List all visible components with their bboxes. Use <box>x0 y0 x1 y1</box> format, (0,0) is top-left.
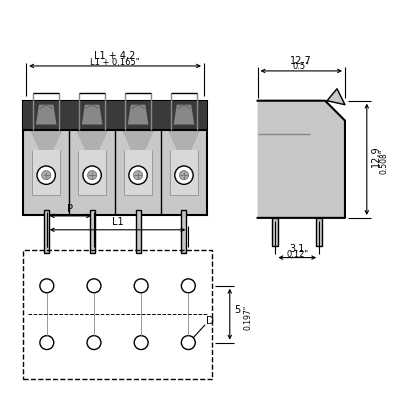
Text: 12,9: 12,9 <box>371 146 381 167</box>
Circle shape <box>88 170 97 180</box>
Text: D: D <box>206 316 214 326</box>
Bar <box>23 101 207 130</box>
Bar <box>181 210 186 253</box>
Polygon shape <box>327 89 345 105</box>
Text: 3,1: 3,1 <box>290 244 305 254</box>
Circle shape <box>129 166 147 184</box>
Circle shape <box>40 336 54 350</box>
Circle shape <box>134 170 143 180</box>
Polygon shape <box>128 105 149 124</box>
Bar <box>90 210 95 253</box>
Circle shape <box>181 279 195 293</box>
Bar <box>23 250 212 379</box>
Circle shape <box>83 166 101 184</box>
Polygon shape <box>78 150 106 195</box>
Text: P: P <box>68 204 73 214</box>
Polygon shape <box>36 105 56 124</box>
Circle shape <box>134 336 148 350</box>
Polygon shape <box>258 101 345 218</box>
Circle shape <box>87 336 101 350</box>
Circle shape <box>41 170 51 180</box>
Text: 0.12": 0.12" <box>286 250 308 259</box>
Circle shape <box>37 166 55 184</box>
Text: L1: L1 <box>112 217 123 227</box>
Polygon shape <box>30 130 62 150</box>
Bar <box>135 210 141 253</box>
Polygon shape <box>174 105 194 124</box>
Text: 0.5": 0.5" <box>293 62 310 72</box>
Circle shape <box>87 279 101 293</box>
Polygon shape <box>122 130 154 150</box>
Text: 12,7: 12,7 <box>290 56 312 66</box>
Polygon shape <box>124 150 152 195</box>
Text: L1 + 0.165": L1 + 0.165" <box>90 58 140 68</box>
Text: L1 + 4,2: L1 + 4,2 <box>94 51 136 61</box>
Circle shape <box>134 279 148 293</box>
Bar <box>44 210 49 253</box>
Circle shape <box>179 170 188 180</box>
Polygon shape <box>168 130 200 150</box>
Bar <box>273 218 278 246</box>
Text: 0.197": 0.197" <box>243 304 252 330</box>
Polygon shape <box>76 130 108 150</box>
Polygon shape <box>82 105 102 124</box>
Circle shape <box>40 279 54 293</box>
Polygon shape <box>32 150 60 195</box>
Text: 0.508": 0.508" <box>379 149 388 174</box>
Circle shape <box>175 166 193 184</box>
Text: 5: 5 <box>235 305 241 315</box>
Bar <box>23 101 207 215</box>
Circle shape <box>181 336 195 350</box>
Bar <box>316 218 322 246</box>
Polygon shape <box>170 150 198 195</box>
